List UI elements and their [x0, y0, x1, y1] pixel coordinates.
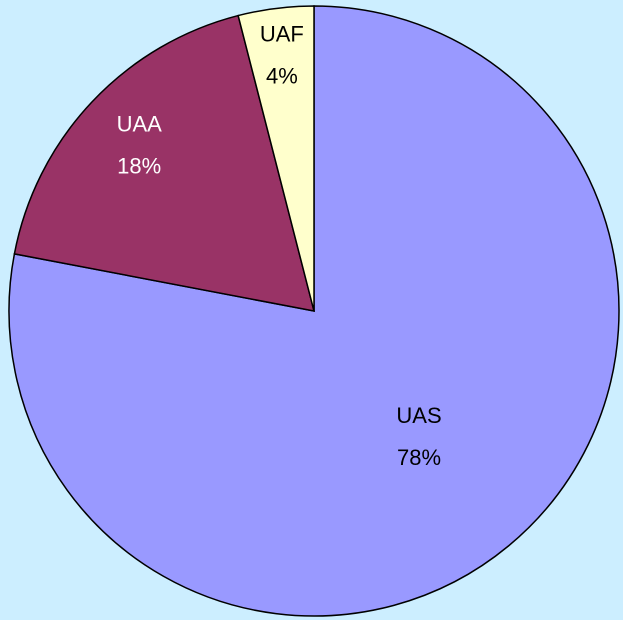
pie-slice	[13, 14, 316, 312]
slice-value-label: 18%	[117, 154, 161, 179]
slice-label: UAA	[117, 112, 163, 137]
slice-label: UAS	[396, 403, 441, 428]
slice-label: UAF	[260, 22, 304, 47]
slice-value-label: 78%	[397, 445, 441, 470]
slice-value-label: 4%	[266, 64, 298, 89]
pie-slice	[237, 5, 315, 312]
